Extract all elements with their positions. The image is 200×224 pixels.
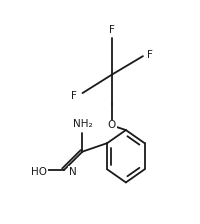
Text: F: F bbox=[146, 50, 152, 60]
Text: F: F bbox=[108, 25, 114, 34]
Text: F: F bbox=[71, 91, 77, 101]
Text: NH₂: NH₂ bbox=[72, 119, 92, 129]
Text: HO: HO bbox=[31, 167, 47, 177]
Text: O: O bbox=[107, 121, 115, 130]
Text: N: N bbox=[68, 167, 76, 177]
